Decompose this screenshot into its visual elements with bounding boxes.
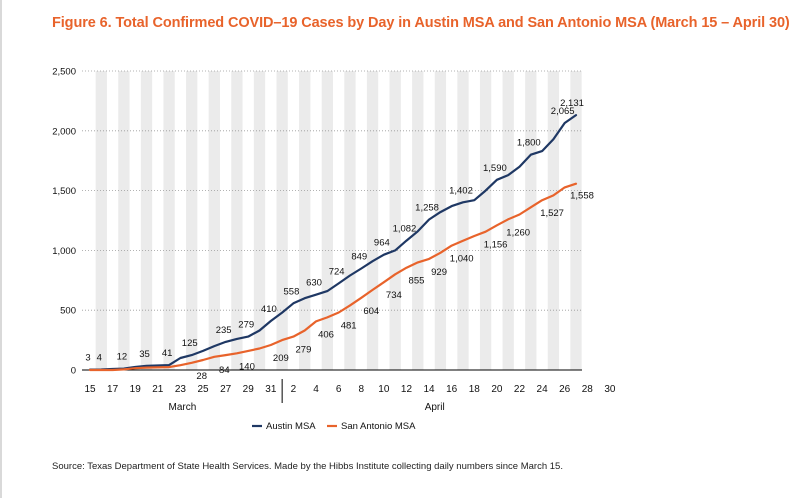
austin-data-label: 1,082 [393, 224, 417, 235]
y-tick-label: 2,500 [52, 67, 76, 78]
austin-data-label: 41 [162, 348, 173, 359]
austin-data-label: 235 [216, 325, 232, 336]
x-tick-label: 10 [378, 384, 390, 395]
column-band [186, 71, 198, 370]
austin-data-label: 630 [306, 278, 322, 289]
x-tick-label: 26 [559, 384, 571, 395]
x-tick-label: 8 [358, 384, 364, 395]
austin-data-label: 279 [238, 320, 254, 331]
x-tick-label: 30 [604, 384, 616, 395]
column-band [434, 71, 447, 370]
san-antonio-data-label: 604 [363, 306, 379, 317]
x-tick-label: 17 [107, 384, 119, 395]
x-tick-label: 22 [514, 384, 526, 395]
x-tick-label: 2 [291, 384, 297, 395]
x-tick-label: 23 [175, 384, 187, 395]
austin-data-label: 2,065 [551, 106, 575, 117]
austin-data-label: 410 [261, 304, 277, 315]
x-tick-label: 25 [197, 384, 209, 395]
column-band [140, 71, 153, 370]
x-tick-label: 6 [336, 384, 342, 395]
san-antonio-data-label: 406 [318, 329, 334, 340]
column-band [299, 71, 311, 370]
column-band [231, 71, 243, 370]
austin-data-label: 1,800 [517, 138, 541, 149]
san-antonio-data-label: 734 [386, 290, 402, 301]
x-tick-label: 31 [265, 384, 277, 395]
austin-data-label: 3 [85, 353, 90, 364]
san-antonio-data-label: 481 [341, 320, 357, 331]
column-band [95, 71, 107, 370]
austin-line [88, 114, 578, 371]
column-band [457, 71, 469, 370]
column-band [479, 71, 492, 370]
x-tick-label: 14 [424, 384, 436, 395]
column-band [276, 71, 288, 370]
column-band [412, 71, 424, 370]
x-tick-label: 19 [130, 384, 142, 395]
y-tick-label: 2,000 [52, 126, 76, 137]
san-antonio-data-label: 855 [409, 276, 425, 287]
x-tick-label: 16 [446, 384, 458, 395]
y-tick-label: 500 [60, 306, 76, 317]
san-antonio-data-label: 84 [219, 365, 230, 376]
column-band [253, 71, 266, 370]
column-band [344, 71, 356, 370]
san-antonio-line [88, 182, 578, 372]
san-antonio-data-label: 1,558 [570, 191, 594, 202]
x-tick-label: 28 [582, 384, 594, 395]
austin-data-label: 849 [351, 251, 367, 262]
month-label-april: April [425, 402, 445, 413]
x-tick-label: 27 [220, 384, 232, 395]
austin-data-label: 724 [329, 266, 345, 277]
san-antonio-data-label: 140 [239, 361, 255, 372]
x-tick-label: 21 [152, 384, 164, 395]
chart-title: Figure 6. Total Confirmed COVID–19 Cases… [52, 15, 790, 31]
legend-label-austin: Austin MSA [266, 421, 316, 432]
column-band [366, 71, 379, 370]
column-band [321, 71, 333, 370]
column-band [547, 71, 560, 370]
column-band [570, 71, 582, 370]
column-band [163, 71, 175, 370]
austin-data-label: 1,258 [415, 203, 439, 214]
y-tick-label: 1,000 [52, 246, 76, 257]
x-tick-label: 4 [313, 384, 319, 395]
y-tick-label: 1,500 [52, 186, 76, 197]
column-band [118, 71, 130, 370]
san-antonio-data-label: 279 [296, 345, 312, 356]
austin-data-label: 125 [182, 338, 198, 349]
san-antonio-data-label: 209 [273, 353, 289, 364]
legend-label-san-antonio: San Antonio MSA [341, 421, 416, 432]
san-antonio-data-label: 28 [196, 371, 207, 382]
x-tick-label: 20 [491, 384, 503, 395]
austin-data-label: 2,131 [560, 98, 584, 109]
san-antonio-data-label: 1,527 [540, 208, 564, 219]
austin-data-label: 964 [374, 238, 390, 249]
san-antonio-data-label: 1,156 [484, 240, 508, 251]
column-band [389, 71, 401, 370]
y-tick-label: 0 [71, 366, 76, 377]
austin-data-label: 4 [97, 353, 102, 364]
x-tick-label: 18 [469, 384, 481, 395]
x-tick-label: 12 [401, 384, 413, 395]
san-antonio-data-label: 1,260 [506, 227, 530, 238]
left-border-rule [0, 0, 2, 498]
san-antonio-data-label: 929 [431, 267, 447, 278]
austin-data-label: 1,402 [449, 185, 473, 196]
column-band [208, 71, 220, 370]
source-note: Source: Texas Department of State Health… [52, 461, 563, 472]
austin-data-label: 1,590 [483, 163, 507, 174]
austin-data-label: 12 [117, 352, 128, 363]
x-tick-label: 24 [537, 384, 549, 395]
x-tick-label: 15 [84, 384, 96, 395]
x-tick-label: 29 [243, 384, 255, 395]
san-antonio-data-label: 1,040 [450, 254, 474, 265]
month-label-march: March [169, 402, 197, 413]
column-band [525, 71, 537, 370]
austin-data-label: 35 [139, 349, 150, 360]
austin-data-label: 558 [284, 286, 300, 297]
